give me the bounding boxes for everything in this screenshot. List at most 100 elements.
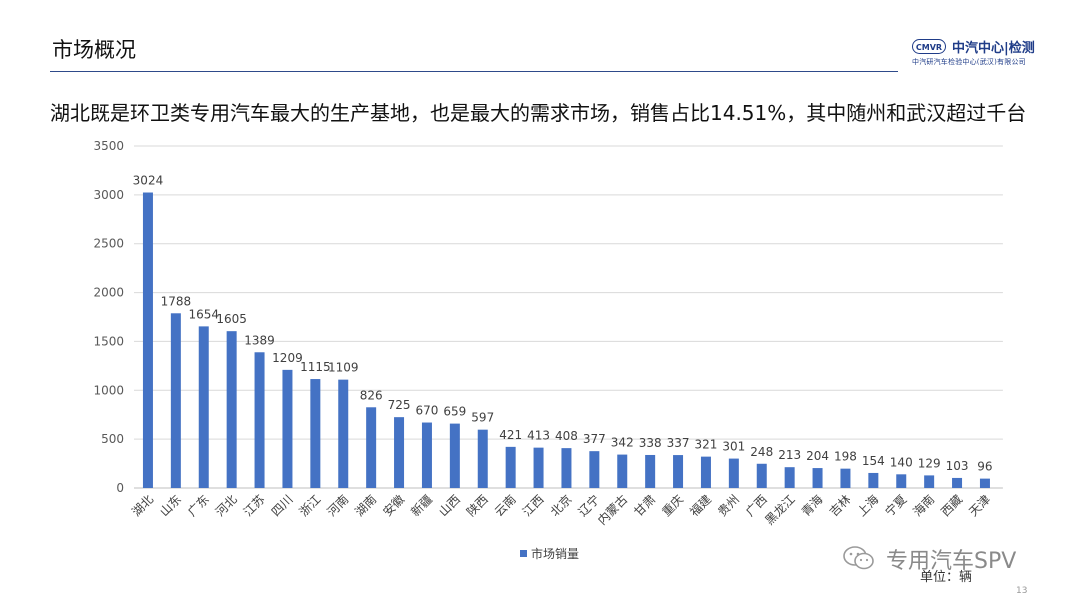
data-label: 204 bbox=[806, 449, 829, 463]
bar-内蒙古 bbox=[617, 454, 628, 488]
category-label: 河南 bbox=[324, 492, 352, 520]
header-divider bbox=[50, 71, 898, 72]
category-label: 四川 bbox=[269, 492, 296, 519]
data-label: 129 bbox=[918, 456, 941, 470]
bar-湖北 bbox=[142, 192, 153, 488]
bar-西藏 bbox=[952, 477, 963, 488]
data-label: 140 bbox=[890, 455, 913, 469]
bar-天津 bbox=[979, 478, 990, 488]
data-label: 725 bbox=[388, 398, 411, 412]
category-label: 贵州 bbox=[715, 492, 742, 519]
data-label: 154 bbox=[862, 454, 885, 468]
bar-广西 bbox=[756, 463, 767, 488]
category-label: 天津 bbox=[966, 492, 993, 519]
data-label: 213 bbox=[778, 448, 801, 462]
category-label: 青海 bbox=[798, 492, 826, 520]
category-label: 山西 bbox=[436, 492, 463, 519]
y-tick-label: 3500 bbox=[93, 139, 124, 153]
logo: CMVR 中汽中心|检测 中汽研汽车检验中心(武汉)有限公司 bbox=[912, 38, 1035, 68]
category-label: 河北 bbox=[213, 492, 240, 519]
data-label: 1654 bbox=[188, 307, 219, 321]
data-label: 1209 bbox=[272, 351, 303, 365]
data-label: 377 bbox=[583, 432, 606, 446]
category-label: 广东 bbox=[185, 492, 212, 519]
data-label: 321 bbox=[694, 438, 717, 452]
logo-mark: CMVR bbox=[912, 39, 946, 54]
bar-海南 bbox=[924, 475, 935, 488]
category-label: 重庆 bbox=[659, 492, 686, 519]
data-label: 96 bbox=[977, 460, 992, 474]
data-label: 1115 bbox=[300, 360, 331, 374]
category-label: 云南 bbox=[491, 492, 519, 520]
bar-青海 bbox=[812, 468, 823, 488]
category-label: 内蒙古 bbox=[594, 492, 630, 528]
headline: 湖北既是环卫类专用汽车最大的生产基地，也是最大的需求市场，销售占比14.51%，… bbox=[50, 101, 1027, 125]
bar-甘肃 bbox=[645, 454, 656, 488]
category-label: 江西 bbox=[520, 492, 547, 519]
bar-重庆 bbox=[673, 455, 684, 488]
category-label: 吉林 bbox=[827, 492, 854, 519]
category-label: 西藏 bbox=[938, 492, 965, 519]
unit-label: 单位：辆 bbox=[920, 570, 973, 585]
page-title: 市场概况 bbox=[52, 38, 136, 62]
bar-山西 bbox=[449, 423, 460, 488]
category-label: 湖北 bbox=[128, 492, 156, 520]
page-number: 13 bbox=[1016, 586, 1028, 596]
bar-湖南 bbox=[366, 407, 377, 488]
category-label: 黑龙江 bbox=[762, 492, 797, 527]
bar-江苏 bbox=[254, 352, 265, 488]
bar-河南 bbox=[338, 379, 349, 488]
data-label: 301 bbox=[722, 440, 745, 454]
bar-上海 bbox=[868, 472, 879, 488]
logo-subtitle: 中汽研汽车检验中心(武汉)有限公司 bbox=[912, 58, 1026, 66]
data-label: 826 bbox=[360, 388, 383, 402]
category-label: 江苏 bbox=[241, 492, 268, 519]
bar-宁夏 bbox=[896, 474, 907, 488]
watermark-text: 专用汽车SPV bbox=[886, 549, 1017, 574]
category-label: 新疆 bbox=[407, 492, 435, 520]
y-tick-label: 3000 bbox=[93, 188, 124, 202]
legend-label: 市场销量 bbox=[531, 546, 579, 561]
category-label: 湖南 bbox=[352, 492, 380, 520]
data-label: 1788 bbox=[161, 294, 192, 308]
y-tick-label: 1000 bbox=[93, 383, 124, 397]
bar-贵州 bbox=[728, 458, 739, 488]
bar-北京 bbox=[561, 448, 572, 488]
data-label: 1389 bbox=[244, 333, 275, 347]
category-label: 北京 bbox=[548, 492, 575, 519]
bar-吉林 bbox=[840, 468, 851, 488]
category-label: 陕西 bbox=[463, 492, 491, 520]
data-label: 413 bbox=[527, 429, 550, 443]
data-label: 342 bbox=[611, 436, 634, 450]
category-label: 福建 bbox=[686, 492, 714, 520]
category-label: 宁夏 bbox=[882, 492, 910, 520]
category-label: 安徽 bbox=[380, 492, 408, 520]
data-label: 597 bbox=[471, 411, 494, 425]
data-label: 3024 bbox=[133, 174, 164, 188]
category-label: 甘肃 bbox=[631, 492, 658, 519]
y-tick-label: 0 bbox=[116, 481, 124, 495]
bar-辽宁 bbox=[589, 451, 600, 488]
category-label: 上海 bbox=[854, 492, 882, 520]
logo-name: 中汽中心|检测 bbox=[952, 41, 1035, 56]
data-label: 337 bbox=[667, 436, 690, 450]
bar-福建 bbox=[700, 456, 711, 488]
bar-陕西 bbox=[477, 429, 488, 488]
data-label: 408 bbox=[555, 429, 578, 443]
data-label: 1605 bbox=[216, 312, 247, 326]
data-label: 421 bbox=[499, 428, 522, 442]
bar-浙江 bbox=[310, 379, 321, 488]
bar-云南 bbox=[505, 446, 516, 488]
bar-黑龙江 bbox=[784, 467, 795, 488]
y-tick-label: 2000 bbox=[93, 286, 124, 300]
bar-四川 bbox=[282, 369, 293, 488]
data-label: 248 bbox=[750, 445, 773, 459]
y-tick-label: 1500 bbox=[93, 334, 124, 348]
bar-新疆 bbox=[421, 422, 432, 488]
category-label: 海南 bbox=[910, 492, 938, 520]
bar-山东 bbox=[170, 313, 181, 488]
bar-安徽 bbox=[394, 417, 405, 488]
bar-广东 bbox=[198, 326, 209, 488]
data-label: 1109 bbox=[328, 361, 359, 375]
